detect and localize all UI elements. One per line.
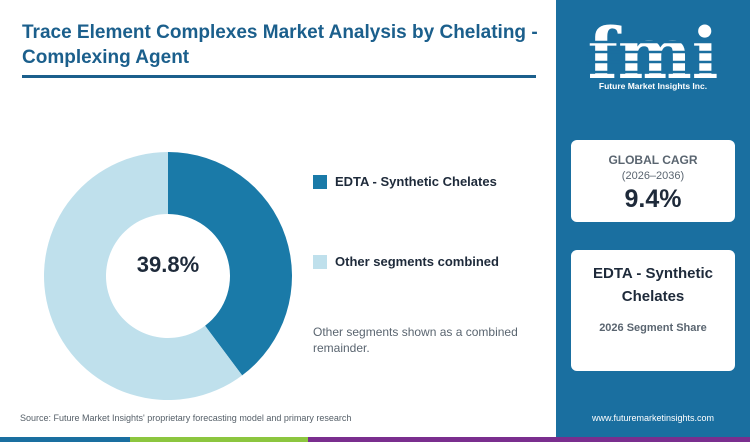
title-underline xyxy=(22,75,536,78)
donut-center-value: 39.8% xyxy=(136,252,200,277)
source-note: Source: Future Market Insights' propriet… xyxy=(20,413,352,423)
segment-name: EDTA - Synthetic Chelates xyxy=(592,265,713,305)
cagr-card: GLOBAL CAGR (2026–2036) 9.4% xyxy=(571,140,735,222)
cagr-value: 9.4% xyxy=(624,185,682,213)
legend-swatch-other xyxy=(313,254,327,269)
segment-caption: 2026 Segment Share xyxy=(599,322,707,334)
legend-label-other: Other segments combined xyxy=(335,254,499,269)
logo-text: fmi xyxy=(588,12,719,95)
chart-panel: Trace Element Complexes Market Analysis … xyxy=(20,22,538,423)
donut-chart xyxy=(44,152,293,400)
website-url: www.futuremarketinsights.com xyxy=(591,413,715,423)
cagr-period: (2026–2036) xyxy=(621,170,685,182)
bottom-color-bar xyxy=(0,437,750,442)
bottom-bar-purple xyxy=(308,437,750,442)
chart-note: Other segments shown as a combined remai… xyxy=(313,325,518,355)
sidebar: fmi Future Market Insights Inc. GLOBAL C… xyxy=(556,0,750,437)
fmi-logo: fmi xyxy=(586,12,721,95)
bottom-bar-blue xyxy=(0,437,130,442)
logo-subtitle: Future Market Insights Inc. xyxy=(598,81,708,91)
donut-slice-edta xyxy=(168,152,293,376)
legend-item-other: Other segments combined xyxy=(313,254,499,269)
legend-item-edta: EDTA - Synthetic Chelates xyxy=(313,174,497,189)
legend-label-edta: EDTA - Synthetic Chelates xyxy=(335,174,497,189)
segment-card: EDTA - Synthetic Chelates 2026 Segment S… xyxy=(571,250,735,371)
chart-title: Trace Element Complexes Market Analysis … xyxy=(22,22,538,68)
bottom-bar-green xyxy=(130,437,308,442)
cagr-label: GLOBAL CAGR xyxy=(608,153,698,167)
donut-slice-other xyxy=(44,152,243,400)
legend-swatch-edta xyxy=(313,174,327,189)
